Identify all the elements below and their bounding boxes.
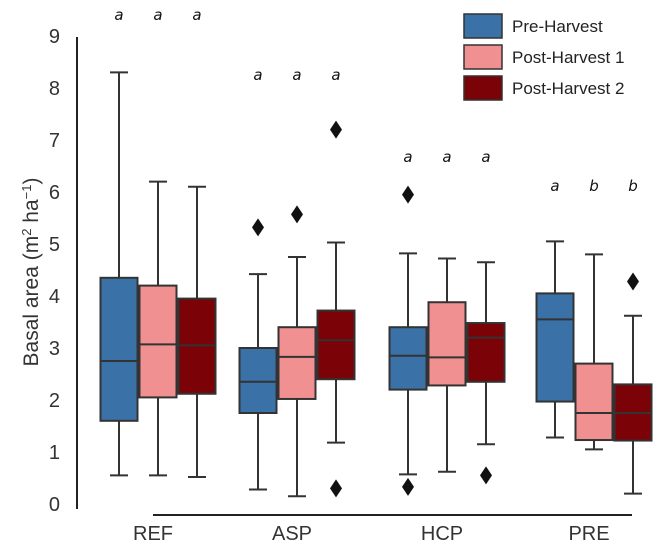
box-iqr: [277, 326, 317, 400]
outlier-point: [402, 185, 414, 204]
outlier-point: [330, 120, 342, 139]
box-group-hcp: [388, 185, 506, 496]
box-pre-series-2: [574, 253, 614, 451]
box-ref-series-1: [99, 71, 139, 477]
legend-item-1: Pre-Harvest: [463, 13, 603, 39]
significance-letter: a: [253, 66, 262, 84]
y-axis-label: Basal area (m2 ha−1): [19, 178, 44, 367]
box-asp-series-1: [238, 218, 278, 491]
box-pre-series-3: [613, 272, 653, 495]
y-tick-labels: 0 1 2 3 4 5 6 7 8 9: [49, 26, 60, 516]
y-tick-label: 8: [49, 78, 60, 100]
outlier-point: [252, 218, 264, 237]
box-iqr: [238, 347, 278, 414]
significance-letter: a: [481, 148, 490, 166]
y-tick-label: 6: [49, 182, 60, 204]
y-tick-label: 5: [49, 234, 60, 256]
x-tick-labels: REF ASP HCP PRE: [133, 523, 610, 545]
box-iqr: [138, 284, 178, 399]
y-tick-label: 4: [49, 286, 60, 308]
legend-label: Pre-Harvest: [512, 17, 603, 36]
axes: [76, 37, 632, 516]
box-iqr: [574, 362, 614, 442]
significance-letter: a: [550, 177, 559, 195]
box-iqr: [316, 309, 356, 381]
outlier-point: [402, 477, 414, 496]
significance-letter: b: [628, 177, 638, 195]
y-axis-label-sup2: −1: [19, 185, 34, 200]
y-tick-label: 7: [49, 130, 60, 152]
y-tick-label: 1: [49, 442, 60, 464]
box-iqr: [99, 276, 139, 422]
y-tick-label: 3: [49, 338, 60, 360]
box-group-pre: [535, 240, 653, 495]
box-iqr: [427, 301, 467, 387]
box-group-ref: [99, 71, 217, 478]
box-pre-series-1: [535, 240, 575, 439]
legend-swatch: [463, 44, 503, 70]
legend-label: Post-Harvest 1: [512, 48, 624, 67]
legend-swatch: [463, 13, 503, 39]
significance-letter: a: [192, 6, 201, 24]
significance-letters: a a a a a a a a a a b b: [114, 6, 637, 195]
box-iqr: [466, 322, 506, 383]
y-axis-label-sup1: 2: [19, 229, 34, 236]
significance-letter: b: [589, 177, 599, 195]
box-hcp-series-3: [466, 261, 506, 485]
legend-item-3: Post-Harvest 2: [463, 75, 624, 101]
box-asp-series-2: [277, 205, 317, 498]
legend-swatch: [463, 75, 503, 101]
x-tick-label: PRE: [568, 523, 609, 545]
significance-letter: a: [114, 6, 123, 24]
box-asp-series-3: [316, 120, 356, 498]
y-tick-label: 2: [49, 390, 60, 412]
legend-item-2: Post-Harvest 1: [463, 44, 624, 70]
y-tick-label: 0: [49, 494, 60, 516]
y-tick-label: 9: [49, 26, 60, 48]
box-ref-series-3: [177, 185, 217, 478]
x-tick-label: ASP: [272, 523, 312, 545]
box-hcp-series-1: [388, 185, 428, 496]
outlier-point: [291, 205, 303, 224]
x-tick-label: HCP: [421, 523, 463, 545]
outlier-point: [627, 272, 639, 291]
significance-letter: a: [442, 148, 451, 166]
legend: Pre-Harvest Post-Harvest 1 Post-Harvest 2: [463, 13, 624, 101]
outlier-point: [480, 466, 492, 485]
y-axis-label-main: Basal area (m: [20, 236, 43, 367]
box-group-asp: [238, 120, 356, 498]
significance-letter: a: [153, 6, 162, 24]
y-axis-label-mid: ha: [20, 199, 43, 229]
significance-letter: a: [331, 66, 340, 84]
legend-label: Post-Harvest 2: [512, 79, 624, 98]
outlier-point: [330, 479, 342, 498]
box-iqr: [535, 292, 575, 403]
significance-letter: a: [403, 148, 412, 166]
y-axis-label-end: ): [20, 178, 43, 185]
significance-letter: a: [292, 66, 301, 84]
box-hcp-series-2: [427, 257, 467, 473]
box-groups: [99, 71, 653, 498]
box-ref-series-2: [138, 180, 178, 477]
x-tick-label: REF: [133, 523, 173, 545]
box-iqr: [388, 326, 428, 391]
